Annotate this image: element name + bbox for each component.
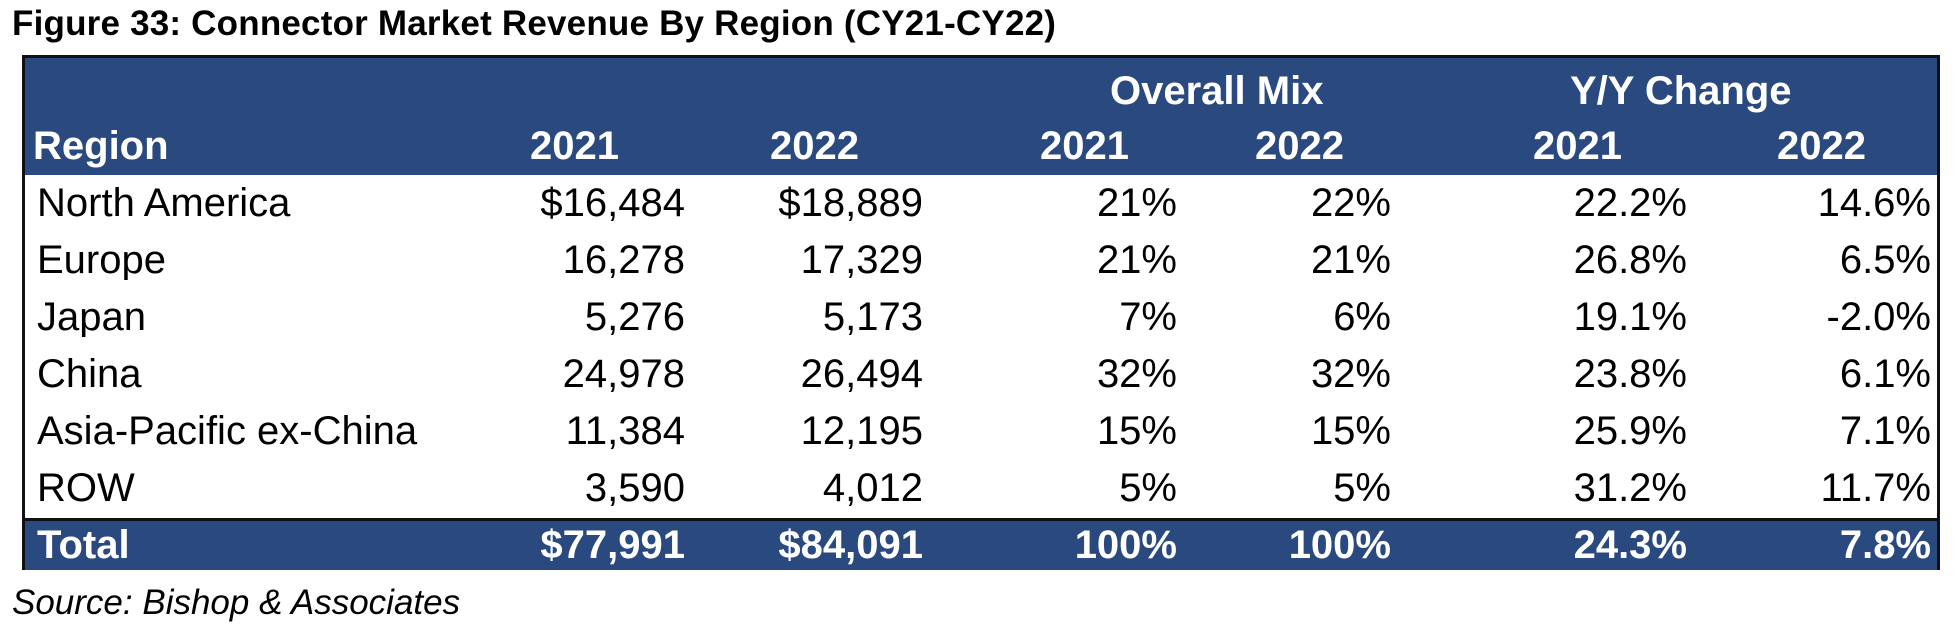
revenue-2022-cell: $18,889 [778,181,923,225]
change-2021-cell: 22.2% [1573,181,1687,225]
revenue-2022-cell: 5,173 [822,295,923,339]
change-2021-cell: 25.9% [1573,409,1687,453]
revenue-2021-cell: $16,484 [540,181,685,225]
change-2022-cell: 7.1% [1839,409,1931,453]
table-row: ROW 3,590 4,012 5% 5% 31.2% 11.7% [25,460,1937,517]
table-header: Overall Mix Y/Y Change Region 2021 2022 … [25,58,1937,175]
mix-2021-cell: 7% [1119,295,1177,339]
column-header-change-2022: 2022 [1777,124,1866,168]
revenue-2021-cell: 24,978 [562,352,685,396]
mix-2022-cell: 22% [1310,181,1391,225]
change-2021-cell: 31.2% [1573,466,1687,510]
column-header-mix-2021: 2021 [1040,124,1129,168]
change-2022-cell: -2.0% [1826,295,1932,339]
group-header-overall-mix: Overall Mix [1110,69,1324,113]
table-row: Asia-Pacific ex-China 11,384 12,195 15% … [25,403,1937,460]
region-cell: Asia-Pacific ex-China [37,411,418,451]
mix-2022-cell: 32% [1310,352,1391,396]
mix-2022-cell: 6% [1333,295,1391,339]
column-header-revenue-2021: 2021 [530,124,619,168]
total-label: Total [37,525,130,565]
mix-2022-cell: 5% [1333,466,1391,510]
change-2022-cell: 11.7% [1820,466,1931,510]
revenue-table: Overall Mix Y/Y Change Region 2021 2022 … [22,55,1940,570]
total-row: Total $77,991 $84,091 100% 100% 24.3% 7.… [25,518,1937,570]
total-mix-2021: 100% [1074,523,1177,567]
column-header-region: Region [33,124,169,168]
figure-title: Figure 33: Connector Market Revenue By R… [12,4,1057,43]
change-2021-cell: 23.8% [1573,352,1687,396]
revenue-2022-cell: 12,195 [800,409,923,453]
revenue-2021-cell: 11,384 [565,409,685,453]
source-note: Source: Bishop & Associates [12,583,461,622]
revenue-2021-cell: 3,590 [584,466,685,510]
mix-2021-cell: 32% [1096,352,1177,396]
table-row: Europe 16,278 17,329 21% 21% 26.8% 6.5% [25,232,1937,289]
table-body: North America $16,484 $18,889 21% 22% 22… [25,175,1937,517]
change-2022-cell: 14.6% [1817,181,1931,225]
region-cell: Europe [37,240,166,280]
revenue-2021-cell: 16,278 [562,238,685,282]
mix-2021-cell: 5% [1119,466,1177,510]
total-change-2021: 24.3% [1573,523,1687,567]
table-row: Japan 5,276 5,173 7% 6% 19.1% -2.0% [25,289,1937,346]
column-header-revenue-2022: 2022 [770,124,859,168]
revenue-2021-cell: 5,276 [584,295,685,339]
revenue-2022-cell: 4,012 [822,466,923,510]
region-cell: ROW [37,468,135,508]
total-mix-2022: 100% [1288,523,1391,567]
revenue-2022-cell: 17,329 [800,238,923,282]
table-row: North America $16,484 $18,889 21% 22% 22… [25,175,1937,232]
total-revenue-2022: $84,091 [778,523,923,567]
table-row: China 24,978 26,494 32% 32% 23.8% 6.1% [25,346,1937,403]
group-header-yy-change: Y/Y Change [1570,69,1792,113]
change-2021-cell: 26.8% [1573,238,1687,282]
revenue-2022-cell: 26,494 [800,352,923,396]
mix-2021-cell: 21% [1096,181,1177,225]
change-2022-cell: 6.1% [1839,352,1931,396]
mix-2022-cell: 21% [1310,238,1391,282]
region-cell: North America [37,183,291,223]
region-cell: Japan [37,297,146,337]
total-revenue-2021: $77,991 [540,523,685,567]
total-change-2022: 7.8% [1839,523,1931,567]
change-2022-cell: 6.5% [1839,238,1931,282]
column-header-mix-2022: 2022 [1255,124,1344,168]
column-header-change-2021: 2021 [1533,124,1622,168]
mix-2021-cell: 15% [1096,409,1177,453]
region-cell: China [37,354,142,394]
mix-2021-cell: 21% [1096,238,1177,282]
change-2021-cell: 19.1% [1573,295,1687,339]
mix-2022-cell: 15% [1310,409,1391,453]
